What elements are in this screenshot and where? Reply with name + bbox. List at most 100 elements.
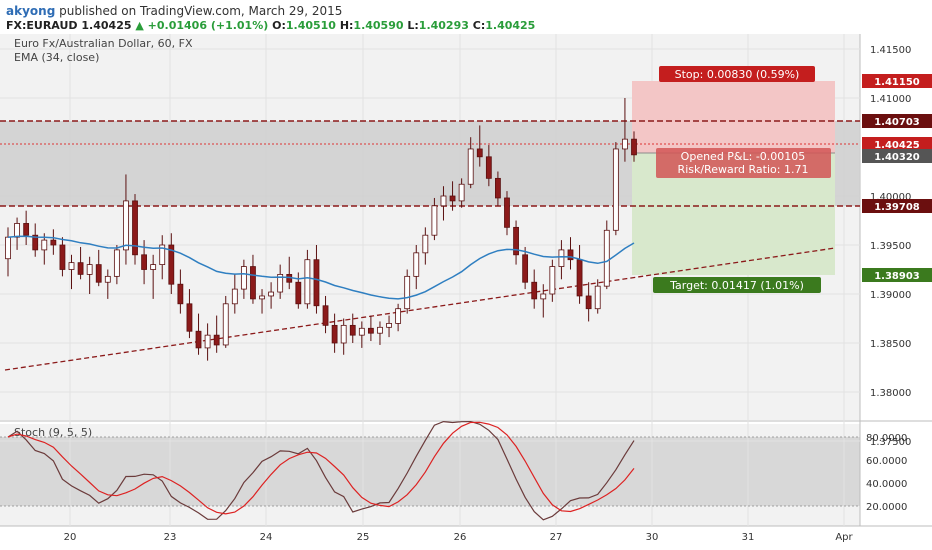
bullish-candle [458,183,465,202]
bearish-candle [576,259,583,297]
bearish-candle [349,324,356,336]
bearish-candle [585,295,592,310]
time-tick-label: 31 [742,532,755,543]
support-price-tag [862,199,932,213]
price-tags: 1.41150 1.40703 1.40425 1.40320 1.39708 … [862,74,932,282]
bearish-candle [213,334,220,346]
stoch-d-line [7,421,635,515]
bearish-candle [522,254,529,283]
support-price-tag-text: 1.39708 [874,202,920,213]
bearish-candle [132,200,138,256]
chart-header: akyong published on TradingView.com, Mar… [0,0,932,34]
high-value: 1.40590 [353,19,404,32]
time-tick-label: 20 [64,532,77,543]
price-tick-label: 1.41500 [870,45,911,56]
current-price-tag [862,137,932,151]
entry-price-tag-text: 1.40320 [874,152,920,163]
target-label-text: Target: 0.01417 (1.01%) [669,279,804,292]
bullish-candle [431,205,438,236]
time-tick-label: Apr [835,532,853,543]
bullish-candle [413,252,420,277]
stoch-k-line [7,420,635,521]
price-tick-label: 1.38000 [870,388,911,399]
bullish-candle [68,262,75,270]
bearish-candle [177,283,184,305]
bullish-candle [86,264,93,275]
bullish-candle [150,264,157,270]
bullish-candle [440,195,447,207]
quote-line: FX:EURAUD 1.40425 ▲ +0.01406 (+1.01%) O:… [6,19,535,32]
bearish-candle [322,305,329,326]
bullish-candle [268,291,275,297]
bullish-candle [113,249,120,277]
bearish-candle [449,195,456,202]
bearish-candle [504,197,510,228]
stoch-legend[interactable]: Stoch (9, 5, 5) [14,426,92,439]
time-tick-label: 25 [357,532,370,543]
bullish-candle [549,266,556,295]
time-tick-label: 26 [454,532,467,543]
bullish-candle [540,293,547,300]
symbol[interactable]: FX:EURAUD [6,19,78,32]
resistance-price-tag [862,114,932,128]
time-tick-label: 23 [164,532,177,543]
bullish-candle [377,326,383,334]
close-value: 1.40425 [485,19,536,32]
ema-legend[interactable]: EMA (34, close) [14,51,99,64]
bearish-candle [331,324,338,344]
current-price-tag-text: 1.40425 [874,140,920,151]
last-price: 1.40425 [81,19,132,32]
bullish-candle [14,223,20,238]
open-label: O: [272,19,286,32]
bullish-candle [422,234,429,254]
bullish-candle [340,324,347,344]
target-label[interactable]: Target: 0.01417 (1.01%) [653,277,821,293]
price-axis[interactable]: 1.415001.410001.405001.400001.395001.390… [870,45,911,448]
support-trendline[interactable] [4,247,836,371]
candlesticks [5,98,637,361]
pnl-label[interactable]: Opened P&L: -0.00105 Risk/Reward Ratio: … [656,148,831,178]
stoch-tick-label: 40.0000 [866,479,907,490]
bearish-candle [32,234,39,251]
bearish-candle [567,249,574,261]
bullish-candle [603,229,610,287]
close-label: C: [472,19,486,32]
time-axis[interactable]: 20 23 24 25 26 27 30 31 Apr [64,532,854,543]
bullish-candle [622,138,628,150]
bearish-candle [250,266,256,300]
bearish-candle [476,148,483,158]
stoch-axis[interactable]: 80.0000 60.0000 40.0000 20.0000 [866,433,907,513]
bearish-candle [513,226,519,256]
chart-title: Euro Fx/Australian Dollar, 60, FX [14,37,193,50]
bullish-candle [358,327,365,336]
bullish-candle [259,295,265,300]
stop-price-tag [862,74,932,88]
stoch-band [0,437,860,506]
low-label: L: [407,19,419,32]
price-change: +0.01406 (+1.01%) [147,19,269,32]
author-link[interactable]: akyong [6,4,56,18]
bearish-candle [141,254,147,270]
bearish-candle [168,244,175,285]
stoch-tick-label: 80.0000 [866,433,907,444]
stoch-tick-label: 20.0000 [866,502,907,513]
bearish-candle [77,262,84,275]
pnl-text: Opened P&L: -0.00105 [681,150,806,163]
open-value: 1.40510 [285,19,336,32]
publication-line: akyong published on TradingView.com, Mar… [6,4,342,18]
bullish-candle [123,200,129,251]
stop-price-tag-text: 1.41150 [874,77,920,88]
bearish-candle [531,281,538,300]
time-tick-label: 24 [260,532,273,543]
stop-label[interactable]: Stop: 0.00830 (0.59%) [659,66,815,82]
bullish-candle [240,266,247,290]
stop-zone[interactable] [632,81,835,153]
bearish-candle [495,177,501,199]
price-tick-label: 1.40000 [870,192,911,203]
bearish-candle [95,264,102,283]
bullish-candle [395,308,402,324]
entry-price-tag [862,149,932,163]
bullish-candle [304,259,311,305]
bullish-candle [594,285,601,310]
